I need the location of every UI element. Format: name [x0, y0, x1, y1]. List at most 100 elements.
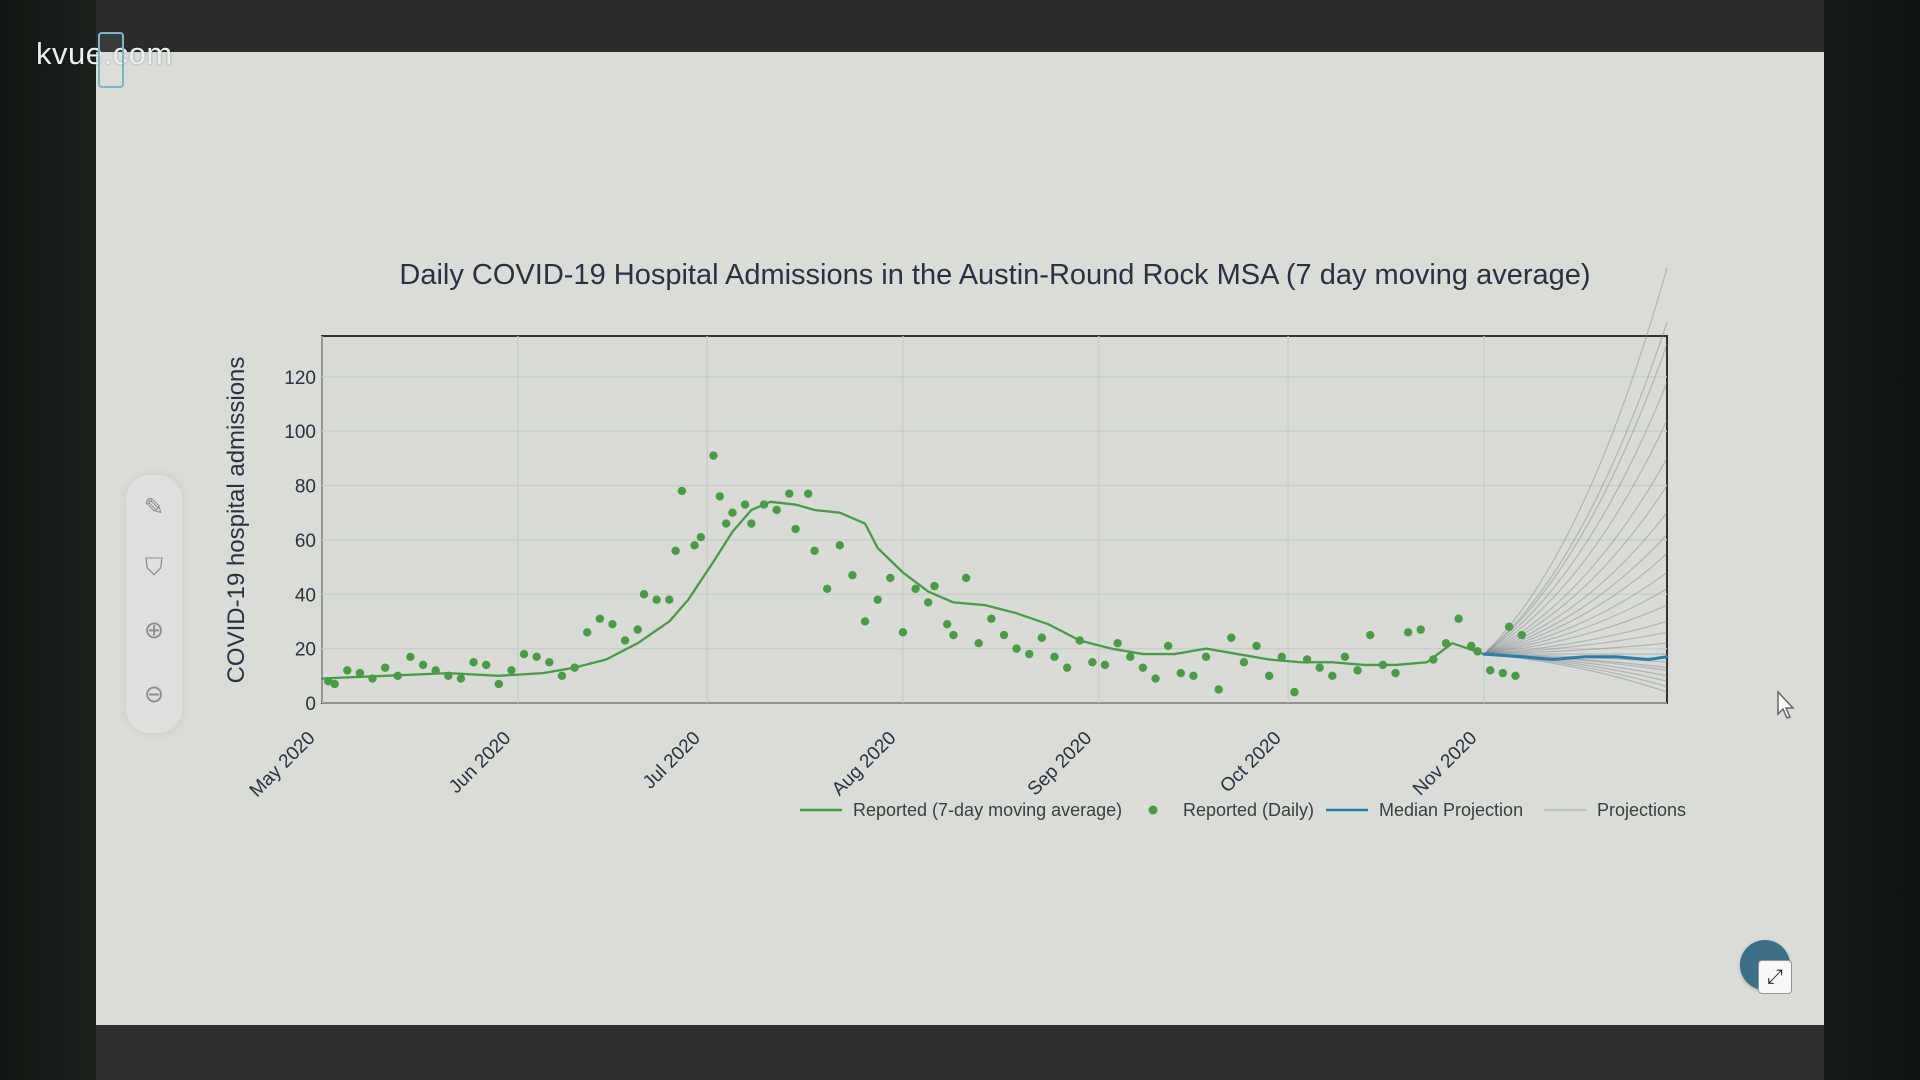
daily-point — [481, 660, 491, 670]
daily-point — [1340, 652, 1350, 661]
daily-point — [1454, 614, 1463, 623]
daily-point — [677, 486, 687, 496]
y-tick-label: 0 — [305, 694, 316, 715]
zoom-in-icon[interactable]: ⊕ — [143, 617, 165, 644]
daily-point — [652, 595, 661, 604]
daily-point — [1416, 625, 1425, 634]
daily-point — [431, 666, 440, 675]
daily-point — [860, 617, 870, 626]
projection-line — [1483, 553, 1668, 655]
expand-button[interactable]: ⤢ — [1740, 940, 1792, 994]
projection-line — [1483, 512, 1668, 655]
projection-line — [1483, 381, 1668, 655]
projection-line — [1483, 642, 1668, 655]
projection-line — [1483, 631, 1668, 655]
projection-line — [1483, 620, 1668, 655]
daily-point — [1075, 636, 1084, 645]
x-tick-label: Sep 2020 — [1024, 728, 1096, 800]
projection-line — [1483, 485, 1668, 655]
daily-point — [406, 652, 415, 661]
projection-line — [1483, 572, 1668, 655]
pencil-icon[interactable]: ✎ — [143, 494, 165, 521]
daily-point — [444, 671, 453, 681]
data-lines — [320, 500, 1669, 680]
daily-point — [848, 571, 857, 580]
kvue-watermark: kvue.com — [36, 36, 173, 71]
daily-point — [1517, 630, 1526, 640]
expand-icon: ⤢ — [1758, 960, 1792, 994]
daily-point — [1441, 638, 1451, 648]
daily-point — [1227, 633, 1236, 642]
x-tick-label: Aug 2020 — [828, 728, 900, 800]
daily-point — [715, 492, 725, 501]
daily-point — [1163, 641, 1173, 651]
daily-points — [324, 451, 1526, 697]
daily-point — [911, 584, 920, 594]
daily-point — [1353, 666, 1362, 675]
x-tick-label: Nov 2020 — [1409, 728, 1481, 800]
reported-7-day-moving-average--line — [320, 500, 1486, 680]
daily-point — [1214, 685, 1223, 694]
projection-line — [1483, 604, 1668, 655]
daily-point — [418, 660, 428, 670]
projection-line — [1483, 458, 1668, 655]
y-tick-label: 60 — [295, 531, 316, 552]
y-tick-label: 40 — [295, 585, 316, 606]
x-tick-label: Jul 2020 — [639, 728, 705, 794]
daily-point — [1126, 652, 1135, 661]
daily-point — [999, 630, 1009, 640]
daily-point — [1151, 674, 1160, 683]
daily-point — [1391, 668, 1400, 678]
daily-point — [380, 663, 390, 672]
legend-label: Reported (Daily) — [1183, 800, 1314, 820]
grid-lines — [321, 336, 1667, 704]
daily-point — [709, 451, 718, 460]
plot-toolbar: ✎ ⛉ ⊕ ⊖ — [126, 475, 182, 733]
daily-point — [740, 500, 750, 509]
daily-point — [804, 489, 813, 498]
daily-point — [835, 541, 844, 550]
y-tick-label: 100 — [284, 422, 316, 443]
daily-point — [1498, 668, 1508, 678]
daily-point — [1062, 663, 1072, 672]
daily-point — [1315, 663, 1324, 672]
daily-point — [456, 674, 466, 683]
daily-point — [1201, 652, 1211, 661]
daily-point — [1100, 660, 1110, 670]
daily-point — [1037, 633, 1047, 642]
daily-point — [1429, 655, 1438, 664]
daily-point — [949, 630, 958, 640]
daily-point — [1504, 622, 1514, 632]
daily-point — [1378, 660, 1388, 670]
daily-point — [608, 619, 617, 629]
daily-point — [507, 666, 516, 675]
daily-point — [1252, 641, 1261, 651]
projection-line — [1483, 588, 1668, 655]
daily-point — [987, 614, 996, 623]
median-projection-line — [1482, 652, 1669, 662]
zoom-out-icon[interactable]: ⊖ — [143, 681, 165, 708]
daily-point — [1239, 658, 1249, 667]
daily-point — [873, 595, 882, 604]
filter-icon[interactable]: ⛉ — [145, 554, 163, 581]
daily-point — [1511, 671, 1520, 681]
daily-point — [545, 658, 554, 667]
daily-point — [324, 677, 333, 686]
daily-point — [930, 581, 939, 591]
x-tick-label: May 2020 — [246, 728, 320, 802]
daily-point — [1113, 638, 1122, 648]
daily-point — [898, 628, 908, 637]
legend-label: Median Projection — [1379, 800, 1523, 820]
daily-point — [557, 671, 567, 681]
chart-legend: Reported (7-day moving average) Reported … — [800, 800, 1686, 820]
daily-point — [886, 573, 895, 583]
daily-point — [368, 674, 377, 683]
daily-point — [923, 598, 933, 607]
daily-point — [330, 679, 339, 689]
daily-point — [639, 590, 649, 599]
daily-point — [1088, 658, 1097, 667]
daily-point — [671, 546, 680, 555]
y-tick-label: 80 — [295, 477, 316, 498]
y-tick-label: 20 — [295, 640, 316, 661]
